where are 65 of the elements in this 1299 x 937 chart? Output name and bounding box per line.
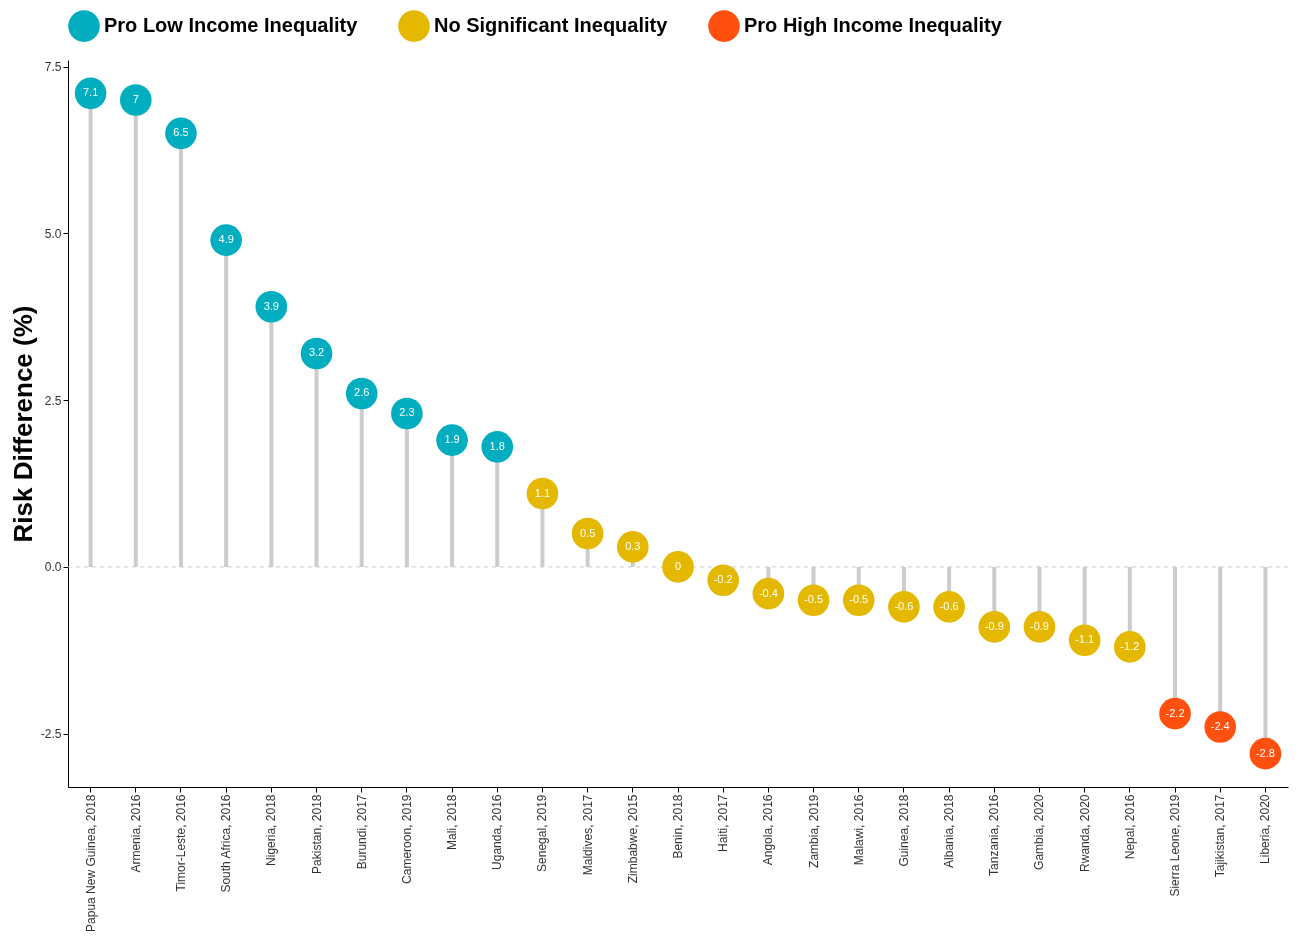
data-label: 0.5 (579, 526, 596, 539)
legend-label: Pro Low Income Inequality (104, 14, 359, 37)
x-tick-label: Zambia, 2019 (806, 794, 821, 868)
y-tick-label: -2.5 (40, 727, 62, 742)
data-label: -0.9 (1030, 619, 1049, 632)
x-tick-label: Liberia, 2020 (1258, 794, 1273, 864)
x-tick-label: Malawi, 2016 (851, 794, 866, 866)
x-tick-label: Haiti, 2017 (716, 794, 731, 852)
y-axis-title: Risk Difference (%) (7, 305, 38, 543)
data-label: 1.9 (444, 433, 460, 446)
data-label: 1.8 (489, 439, 505, 452)
data-label: -0.5 (849, 593, 869, 606)
data-label: -1.2 (1120, 639, 1140, 652)
x-tick-label: Sierra Leone, 2019 (1168, 794, 1183, 897)
data-label: 0.3 (625, 539, 641, 552)
x-tick-label: Tanzania, 2016 (987, 794, 1002, 876)
x-tick-label: Cameroon, 2019 (399, 794, 414, 884)
x-tick-label: Rwanda, 2020 (1077, 794, 1092, 872)
x-tick-label: Nepal, 2016 (1122, 794, 1137, 860)
x-tick-label: Papua New Guinea, 2018 (83, 794, 98, 932)
data-label: 2.6 (354, 386, 370, 399)
data-label: 0 (674, 559, 682, 572)
x-tick-label: Benin, 2018 (671, 794, 685, 859)
data-label: 7.1 (82, 86, 99, 99)
x-tick-label: Senegal, 2019 (535, 794, 550, 872)
data-label: 1.1 (534, 486, 551, 499)
legend-label: No Significant Inequality (434, 14, 669, 37)
data-label: 4.9 (218, 233, 234, 246)
x-tick-label: Pakistan, 2018 (309, 794, 324, 874)
x-tick-label: Armenia, 2016 (128, 794, 143, 873)
x-tick-label: South Africa, 2016 (219, 794, 234, 893)
y-tick-label: 2.5 (44, 393, 62, 408)
x-tick-label: Zimbabwe, 2015 (625, 794, 640, 884)
data-label: -2.2 (1165, 706, 1185, 719)
data-label: -2.4 (1210, 719, 1230, 732)
data-label: -2.8 (1255, 746, 1275, 759)
data-label: -0.9 (984, 619, 1004, 632)
x-tick-label: Nigeria, 2018 (264, 794, 279, 866)
data-label: 3.2 (308, 346, 325, 359)
data-label: 3.9 (263, 299, 279, 312)
x-tick-label: Guinea, 2018 (896, 794, 911, 867)
y-tick-label: 0.0 (44, 560, 62, 575)
x-tick-label: Tajikistan, 2017 (1213, 794, 1228, 878)
x-tick-label: Uganda, 2016 (490, 794, 505, 870)
x-tick-label: Gambia, 2020 (1032, 794, 1047, 870)
x-tick-label: Angola, 2016 (761, 794, 776, 866)
data-label: 7 (132, 93, 139, 106)
data-label: -0.6 (894, 599, 914, 612)
data-label: -0.5 (804, 593, 824, 606)
data-label: 2.3 (399, 406, 415, 419)
x-tick-label: Maldives, 2017 (580, 794, 595, 876)
x-tick-label: Mali, 2018 (445, 794, 460, 850)
x-tick-label: Burundi, 2017 (354, 794, 369, 870)
y-tick-label: 7.5 (44, 60, 62, 75)
y-tick-label: 5.0 (44, 226, 62, 241)
data-label: -0.4 (758, 586, 778, 599)
data-label: -0.6 (939, 599, 959, 612)
point (662, 551, 694, 583)
data-label: 6.5 (173, 126, 189, 139)
x-tick-label: Albania, 2018 (942, 794, 957, 868)
data-label: -0.2 (713, 573, 733, 586)
legend-label: Pro High Income Inequality (744, 14, 1003, 37)
point (119, 84, 152, 116)
data-label: -1.1 (1075, 633, 1095, 646)
x-tick-label: Timor-Leste, 2016 (173, 794, 188, 892)
